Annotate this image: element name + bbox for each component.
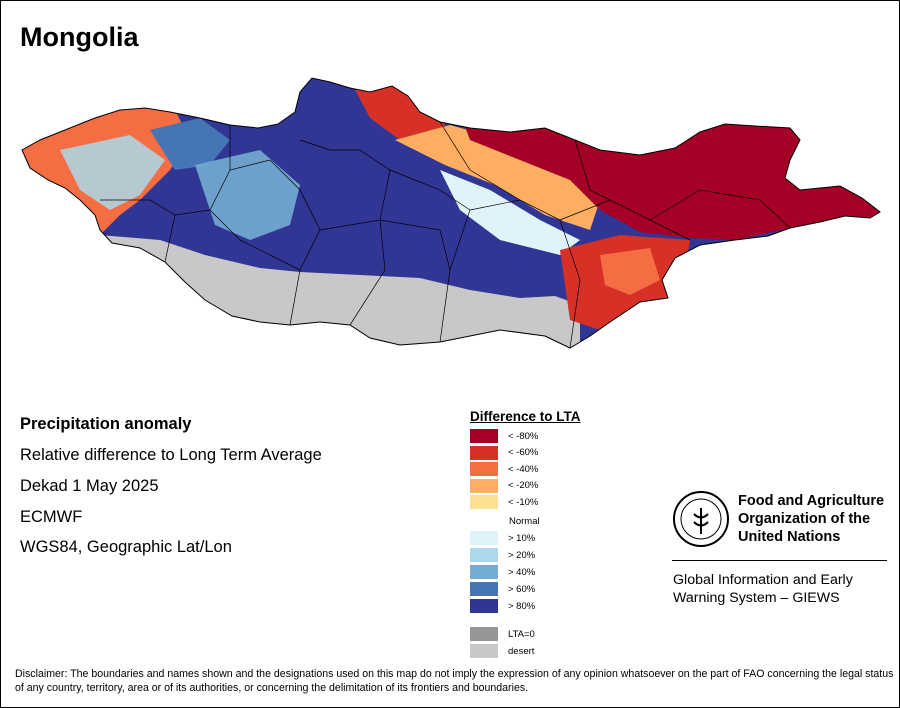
legend-swatch: [470, 478, 498, 493]
transition-light-band: [440, 170, 580, 255]
legend-swatch: [470, 548, 498, 562]
legend-label: desert: [508, 645, 535, 657]
legend-label: < -40%: [508, 463, 539, 475]
legend-label: > 40%: [508, 566, 536, 578]
legend-label: < -60%: [508, 447, 539, 458]
giews-line-2: Warning System – GIEWS: [673, 590, 840, 606]
legend-label: > 10%: [508, 532, 536, 544]
west-light-region: [60, 135, 165, 210]
legend-swatch: [470, 599, 498, 613]
info-line-1: Precipitation anomaly: [20, 415, 192, 433]
info-line-3: Dekad 1 May 2025: [20, 477, 159, 495]
giews-line-1: Global Information and Early: [673, 572, 853, 588]
mongolia-map: [21, 77, 881, 349]
legend-item-dry-1: < -60%: [470, 445, 539, 460]
legend-swatch: [470, 565, 498, 579]
info-line-2: Relative difference to Long Term Average: [20, 446, 322, 464]
legend-item-wet-3: > 60%: [470, 582, 535, 596]
legend-item-other-1: desert: [470, 644, 534, 658]
legend-swatch: [470, 495, 498, 509]
legend-label: < -80%: [508, 430, 539, 442]
west-blue-patch: [150, 118, 230, 170]
legend-label: > 80%: [508, 600, 536, 612]
legend-normal-label: Normal: [509, 516, 540, 527]
org-divider: [672, 560, 887, 561]
legend-item-dry-2: < -40%: [470, 462, 538, 476]
org-name: Food and Agriculture Organization of the…: [738, 492, 898, 546]
country-outline: [21, 77, 881, 349]
disclaimer: Disclaimer: The boundaries and names sho…: [15, 668, 894, 694]
transition-band: [395, 125, 600, 230]
province-boundaries: [100, 121, 791, 349]
legend-item-dry-0: < -80%: [470, 429, 538, 443]
legend-swatch: [470, 462, 498, 476]
org-name-line-3: United Nations: [738, 529, 841, 545]
legend-swatch: [470, 627, 498, 641]
legend-swatch: [470, 582, 498, 596]
legend-item-other-0: LTA=0: [470, 627, 535, 641]
legend-item-wet-0: > 10%: [470, 531, 535, 545]
giews-name: Global Information and Early Warning Sys…: [673, 571, 893, 607]
legend-swatch: [470, 531, 498, 545]
info-line-4: ECMWF: [20, 508, 83, 526]
legend-item-dry-3: < -20%: [470, 478, 539, 493]
legend-label: > 60%: [508, 583, 536, 595]
legend-item-wet-2: > 40%: [470, 565, 535, 579]
central-light-band: [195, 150, 300, 240]
org-name-line-1: Food and Agriculture: [738, 493, 885, 509]
legend-item-dry-4: < -10%: [470, 495, 538, 509]
legend-swatch: [470, 429, 498, 443]
legend-title: Difference to LTA: [470, 409, 581, 424]
southeast-orange-patch: [600, 248, 660, 295]
legend-item-wet-1: > 20%: [470, 548, 535, 562]
legend-item-wet-4: > 80%: [470, 599, 535, 613]
org-name-line-2: Organization of the: [738, 511, 871, 527]
legend-label: < -10%: [508, 496, 539, 508]
legend-swatch: [470, 445, 498, 460]
legend-label: LTA=0: [508, 628, 535, 640]
info-line-5: WGS84, Geographic Lat/Lon: [20, 538, 232, 556]
fao-logo: [673, 491, 729, 547]
legend-swatch: [470, 644, 498, 658]
legend-label: < -20%: [508, 480, 539, 491]
legend-label: > 20%: [508, 549, 536, 561]
map-title: Mongolia: [20, 22, 139, 52]
